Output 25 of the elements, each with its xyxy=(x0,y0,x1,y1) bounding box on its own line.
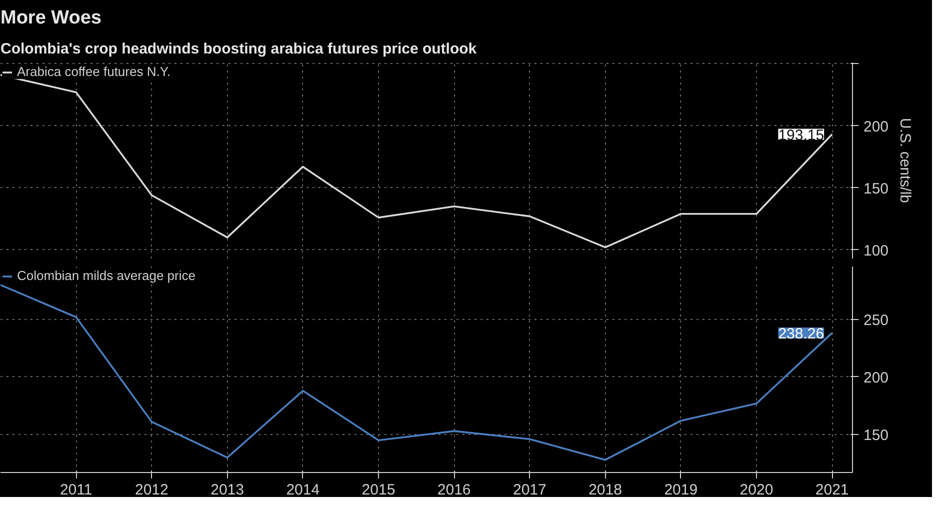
x-tick-label: 2012 xyxy=(135,482,168,498)
y-tick-label: 150 xyxy=(864,180,889,198)
x-tick-label: 2018 xyxy=(588,482,622,498)
chart-subtitle: Colombia's crop headwinds boosting arabica futures price outlook xyxy=(0,40,478,58)
x-tick-label: 2013 xyxy=(210,482,244,498)
x-tick-label: 2019 xyxy=(664,482,698,498)
x-tick-label: 2017 xyxy=(513,482,546,498)
x-tick-label: 2015 xyxy=(362,482,396,498)
x-tick-label: 2021 xyxy=(815,482,849,498)
y-tick-label: 100 xyxy=(864,242,889,260)
y-tick-label: 200 xyxy=(864,118,889,136)
y-tick-label: 250 xyxy=(864,312,889,329)
legend-label: Colombian milds average price xyxy=(17,268,196,283)
data-label: 238.26 xyxy=(778,325,824,342)
y-tick-label: 150 xyxy=(864,427,889,444)
y-axis-title: U.S. cents/lb xyxy=(896,118,914,204)
x-tick-label: 2016 xyxy=(437,482,471,498)
data-label: 193.15 xyxy=(778,126,824,144)
chart-title: More Woes xyxy=(0,8,102,28)
legend-label: Arabica coffee futures N.Y. xyxy=(17,64,170,79)
x-tick-label: 2014 xyxy=(286,482,320,498)
x-tick-label: 2020 xyxy=(740,482,774,498)
line-series xyxy=(0,284,833,461)
y-tick-label: 200 xyxy=(864,369,889,386)
x-tick-label: 2011 xyxy=(60,482,92,498)
